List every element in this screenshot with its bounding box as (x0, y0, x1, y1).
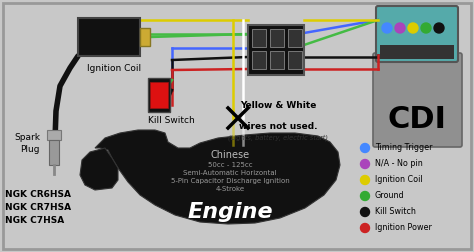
Bar (140, 28, 150, 46)
FancyBboxPatch shape (373, 53, 462, 147)
Circle shape (361, 207, 370, 216)
Text: Yellow & White: Yellow & White (240, 101, 316, 110)
Text: 5-Pin Capacitor Discharge Ignition: 5-Pin Capacitor Discharge Ignition (171, 178, 289, 184)
Text: Engine: Engine (187, 202, 273, 222)
Bar (252, 51, 266, 69)
Circle shape (421, 23, 431, 33)
Bar (148, 78, 170, 112)
Circle shape (361, 143, 370, 152)
Text: NGK CR6HSA
NGK CR7HSA
NGK C7HSA: NGK CR6HSA NGK CR7HSA NGK C7HSA (5, 190, 71, 225)
Bar (288, 51, 302, 69)
Bar (380, 45, 454, 59)
Polygon shape (80, 148, 118, 190)
Bar (270, 29, 284, 47)
Circle shape (361, 192, 370, 201)
Circle shape (408, 23, 418, 33)
Text: Timing Trigger: Timing Trigger (375, 143, 432, 152)
Circle shape (395, 23, 405, 33)
Bar (288, 29, 302, 47)
Bar (150, 82, 168, 108)
Circle shape (361, 160, 370, 169)
Text: Spark: Spark (14, 134, 40, 142)
Text: (Lights, battery, electric start): (Lights, battery, electric start) (228, 134, 328, 141)
Bar (270, 51, 284, 69)
Bar (78, 18, 140, 56)
Circle shape (361, 175, 370, 184)
Text: Kill Switch: Kill Switch (147, 116, 194, 125)
FancyBboxPatch shape (376, 6, 458, 62)
Text: Plug: Plug (20, 145, 40, 154)
Bar (252, 29, 266, 47)
Bar (47, 130, 61, 140)
Text: Ignition Power: Ignition Power (375, 224, 432, 233)
Polygon shape (95, 130, 340, 224)
Text: Chinese: Chinese (210, 150, 250, 160)
Text: wires not used.: wires not used. (239, 122, 317, 131)
Text: Ignition Coil: Ignition Coil (375, 175, 423, 184)
Bar (248, 25, 304, 75)
Text: Kill Switch: Kill Switch (375, 207, 416, 216)
Text: CDI: CDI (388, 106, 447, 135)
Text: Ground: Ground (375, 192, 405, 201)
Bar (49, 140, 59, 165)
Circle shape (382, 23, 392, 33)
Text: Semi-Automatic Horizontal: Semi-Automatic Horizontal (183, 170, 277, 176)
Text: Ignition Coil: Ignition Coil (87, 64, 141, 73)
Text: 50cc - 125cc: 50cc - 125cc (208, 162, 252, 168)
Circle shape (361, 224, 370, 233)
Text: N/A - No pin: N/A - No pin (375, 160, 423, 169)
Circle shape (434, 23, 444, 33)
Text: 4-Stroke: 4-Stroke (216, 186, 245, 192)
